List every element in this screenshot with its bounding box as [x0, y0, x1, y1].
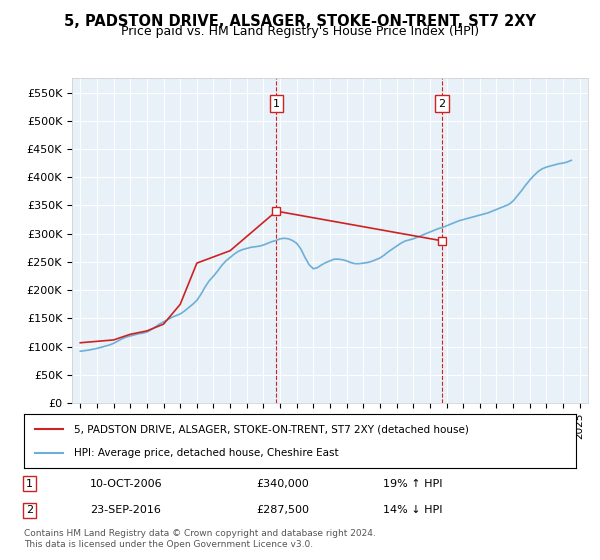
Text: HPI: Average price, detached house, Cheshire East: HPI: Average price, detached house, Ches…: [74, 447, 338, 458]
Text: 5, PADSTON DRIVE, ALSAGER, STOKE-ON-TRENT, ST7 2XY: 5, PADSTON DRIVE, ALSAGER, STOKE-ON-TREN…: [64, 14, 536, 29]
Text: 1: 1: [26, 479, 33, 489]
Text: 5, PADSTON DRIVE, ALSAGER, STOKE-ON-TRENT, ST7 2XY (detached house): 5, PADSTON DRIVE, ALSAGER, STOKE-ON-TREN…: [74, 424, 469, 435]
Text: 10-OCT-2006: 10-OCT-2006: [90, 479, 163, 489]
Text: £340,000: £340,000: [256, 479, 308, 489]
Text: 23-SEP-2016: 23-SEP-2016: [90, 505, 161, 515]
Text: 2: 2: [26, 505, 33, 515]
Text: Contains HM Land Registry data © Crown copyright and database right 2024.
This d: Contains HM Land Registry data © Crown c…: [24, 529, 376, 549]
Text: 2: 2: [439, 99, 446, 109]
Text: Price paid vs. HM Land Registry's House Price Index (HPI): Price paid vs. HM Land Registry's House …: [121, 25, 479, 38]
Text: 14% ↓ HPI: 14% ↓ HPI: [383, 505, 442, 515]
Text: 1: 1: [273, 99, 280, 109]
Text: 19% ↑ HPI: 19% ↑ HPI: [383, 479, 442, 489]
Text: £287,500: £287,500: [256, 505, 309, 515]
